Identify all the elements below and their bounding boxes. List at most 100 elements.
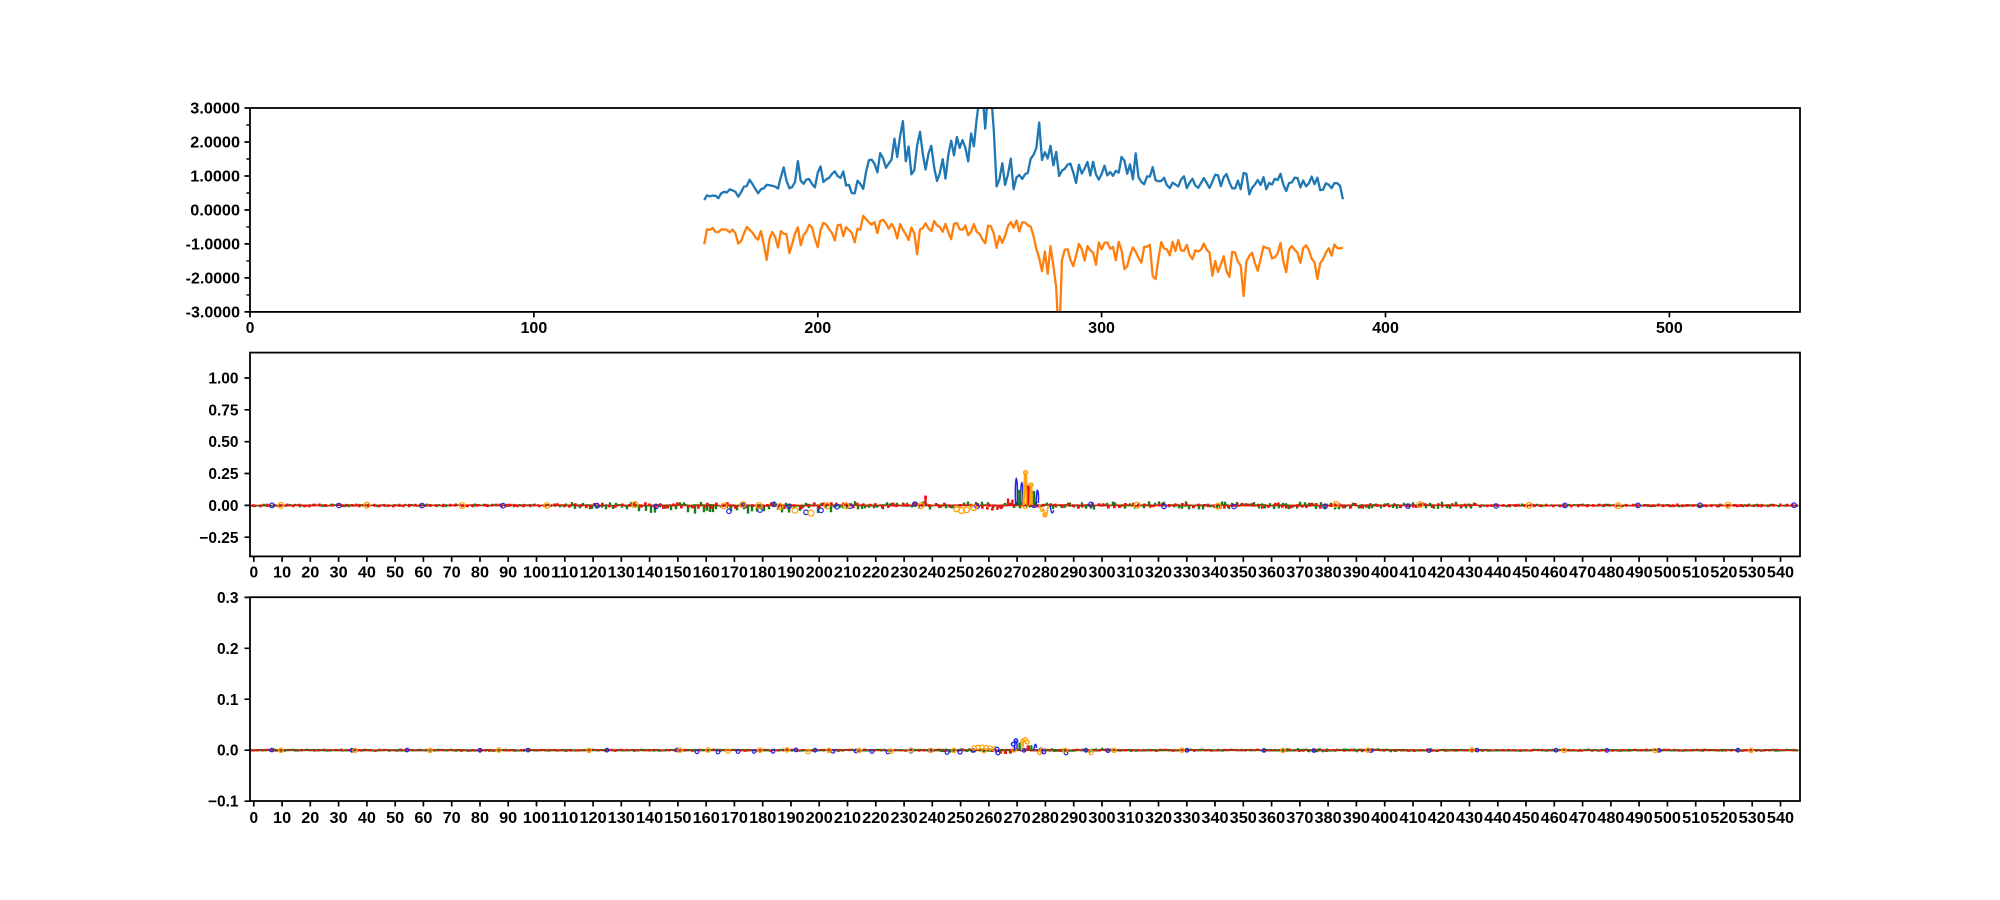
svg-text:300: 300 xyxy=(1088,320,1115,337)
svg-text:80: 80 xyxy=(471,810,489,827)
svg-text:470: 470 xyxy=(1569,810,1596,827)
svg-text:260: 260 xyxy=(975,810,1002,827)
svg-text:290: 290 xyxy=(1060,810,1087,827)
svg-text:0.3: 0.3 xyxy=(217,590,239,607)
svg-text:10: 10 xyxy=(273,810,291,827)
svg-text:350: 350 xyxy=(1230,810,1257,827)
svg-text:0.00: 0.00 xyxy=(208,498,238,515)
svg-text:250: 250 xyxy=(947,810,974,827)
svg-text:140: 140 xyxy=(636,810,663,827)
svg-text:210: 210 xyxy=(834,810,861,827)
svg-text:0.1: 0.1 xyxy=(217,692,239,709)
svg-text:440: 440 xyxy=(1484,565,1511,582)
svg-text:200: 200 xyxy=(804,320,831,337)
svg-text:320: 320 xyxy=(1145,565,1172,582)
svg-text:0.25: 0.25 xyxy=(208,466,239,483)
svg-text:0.75: 0.75 xyxy=(208,402,239,419)
svg-text:390: 390 xyxy=(1343,810,1370,827)
svg-text:180: 180 xyxy=(749,565,776,582)
svg-text:490: 490 xyxy=(1626,565,1653,582)
svg-text:120: 120 xyxy=(580,810,607,827)
svg-text:−0.1: −0.1 xyxy=(208,794,239,811)
svg-text:360: 360 xyxy=(1258,565,1285,582)
svg-text:320: 320 xyxy=(1145,810,1172,827)
svg-text:100: 100 xyxy=(523,810,550,827)
svg-text:360: 360 xyxy=(1258,810,1285,827)
svg-text:1.0000: 1.0000 xyxy=(190,169,240,186)
svg-text:470: 470 xyxy=(1569,565,1596,582)
svg-text:310: 310 xyxy=(1117,810,1144,827)
svg-text:340: 340 xyxy=(1201,810,1228,827)
svg-text:200: 200 xyxy=(806,810,833,827)
svg-text:20: 20 xyxy=(301,565,319,582)
svg-text:300: 300 xyxy=(1088,565,1115,582)
svg-text:410: 410 xyxy=(1399,565,1426,582)
svg-text:2.0000: 2.0000 xyxy=(190,135,240,152)
svg-text:330: 330 xyxy=(1173,565,1200,582)
svg-text:170: 170 xyxy=(721,565,748,582)
svg-text:300: 300 xyxy=(1088,810,1115,827)
svg-text:90: 90 xyxy=(499,810,517,827)
svg-text:20: 20 xyxy=(301,810,319,827)
svg-text:200: 200 xyxy=(806,565,833,582)
svg-text:480: 480 xyxy=(1597,810,1624,827)
svg-text:70: 70 xyxy=(443,565,461,582)
svg-text:60: 60 xyxy=(414,810,432,827)
svg-text:240: 240 xyxy=(919,565,946,582)
svg-text:530: 530 xyxy=(1739,810,1766,827)
svg-text:0.50: 0.50 xyxy=(208,434,238,451)
svg-text:380: 380 xyxy=(1315,810,1342,827)
svg-text:110: 110 xyxy=(551,565,578,582)
svg-text:270: 270 xyxy=(1004,810,1031,827)
svg-text:170: 170 xyxy=(721,810,748,827)
svg-text:30: 30 xyxy=(330,810,348,827)
svg-text:0: 0 xyxy=(249,565,258,582)
svg-text:330: 330 xyxy=(1173,810,1200,827)
svg-text:0.0: 0.0 xyxy=(217,743,239,760)
svg-text:420: 420 xyxy=(1428,565,1455,582)
svg-text:60: 60 xyxy=(414,565,432,582)
svg-text:70: 70 xyxy=(443,810,461,827)
svg-text:110: 110 xyxy=(551,810,578,827)
svg-text:340: 340 xyxy=(1201,565,1228,582)
svg-text:520: 520 xyxy=(1710,565,1737,582)
svg-text:290: 290 xyxy=(1060,565,1087,582)
svg-text:50: 50 xyxy=(386,565,404,582)
svg-text:510: 510 xyxy=(1682,810,1709,827)
svg-text:210: 210 xyxy=(834,565,861,582)
svg-text:50: 50 xyxy=(386,810,404,827)
svg-text:10: 10 xyxy=(273,565,291,582)
svg-text:160: 160 xyxy=(693,810,720,827)
svg-text:150: 150 xyxy=(664,565,691,582)
svg-text:520: 520 xyxy=(1710,810,1737,827)
svg-text:-2.0000: -2.0000 xyxy=(186,270,240,287)
svg-text:3.0000: 3.0000 xyxy=(190,101,240,118)
svg-text:150: 150 xyxy=(664,810,691,827)
svg-text:450: 450 xyxy=(1512,565,1539,582)
svg-text:190: 190 xyxy=(777,565,804,582)
svg-text:460: 460 xyxy=(1541,810,1568,827)
svg-text:40: 40 xyxy=(358,810,376,827)
svg-text:370: 370 xyxy=(1286,565,1313,582)
svg-text:380: 380 xyxy=(1315,565,1342,582)
svg-text:500: 500 xyxy=(1654,565,1681,582)
svg-text:100: 100 xyxy=(523,565,550,582)
svg-text:430: 430 xyxy=(1456,810,1483,827)
svg-text:510: 510 xyxy=(1682,565,1709,582)
svg-text:0: 0 xyxy=(249,810,258,827)
svg-text:530: 530 xyxy=(1739,565,1766,582)
svg-text:460: 460 xyxy=(1541,565,1568,582)
svg-text:400: 400 xyxy=(1372,320,1399,337)
svg-text:480: 480 xyxy=(1597,565,1624,582)
svg-text:390: 390 xyxy=(1343,565,1370,582)
svg-text:370: 370 xyxy=(1286,810,1313,827)
svg-text:90: 90 xyxy=(499,565,517,582)
svg-text:490: 490 xyxy=(1626,810,1653,827)
svg-text:230: 230 xyxy=(891,810,918,827)
svg-text:400: 400 xyxy=(1371,810,1398,827)
svg-text:430: 430 xyxy=(1456,565,1483,582)
svg-text:220: 220 xyxy=(862,810,889,827)
svg-text:1.00: 1.00 xyxy=(208,371,238,388)
svg-text:130: 130 xyxy=(608,810,635,827)
svg-text:440: 440 xyxy=(1484,810,1511,827)
